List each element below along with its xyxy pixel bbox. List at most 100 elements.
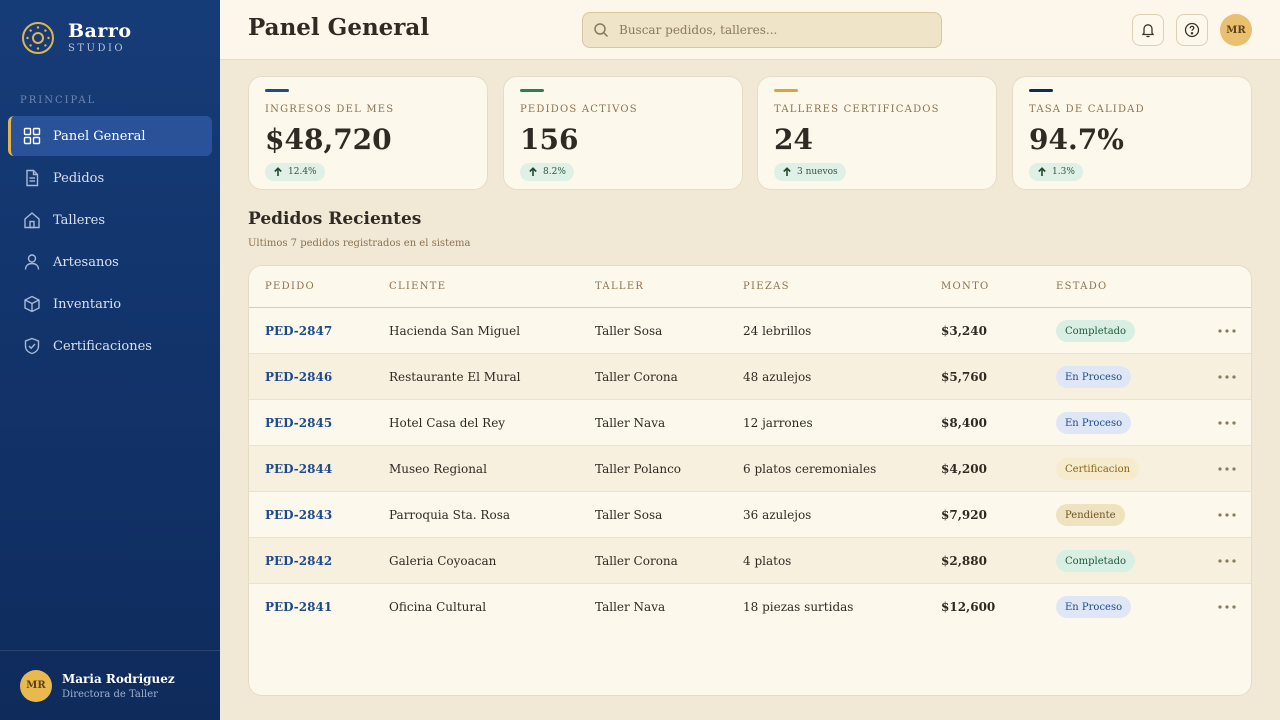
sidebar-item-certificaciones[interactable]: Certificaciones [8, 326, 212, 366]
amount-cell: $12,600 [941, 600, 996, 614]
sidebar-item-label: Pedidos [53, 170, 105, 186]
stat-change: 1.3% [1052, 167, 1075, 177]
avatar: MR [20, 669, 52, 702]
notifications-button[interactable] [1132, 14, 1164, 46]
sidebar-item-artesanos[interactable]: Artesanos [8, 242, 212, 282]
sidebar-nav: Panel General Pedidos Talleres Artesanos [8, 116, 212, 368]
table-row[interactable]: PED-2846 Restaurante El Mural Taller Cor… [249, 354, 1251, 400]
sidebar-item-panel-general[interactable]: Panel General [8, 116, 212, 156]
order-id-link[interactable]: PED-2843 [265, 508, 333, 522]
pieces-cell: 24 lebrillos [743, 324, 812, 338]
stat-accent-bar [1029, 89, 1053, 92]
workshop-cell: Taller Nava [595, 600, 666, 614]
order-id-link[interactable]: PED-2842 [265, 554, 333, 568]
column-header-cliente[interactable]: CLIENTE [389, 281, 447, 292]
status-badge: Completado [1056, 320, 1136, 342]
order-id-link[interactable]: PED-2844 [265, 462, 333, 476]
more-options-icon[interactable] [1217, 554, 1237, 568]
pieces-cell: 18 piezas surtidas [743, 600, 854, 614]
sidebar-item-talleres[interactable]: Talleres [8, 200, 212, 240]
top-header: Panel General MR [220, 0, 1280, 60]
client-cell: Museo Regional [389, 462, 487, 476]
nav-section-label: PRINCIPAL [20, 95, 97, 106]
amount-cell: $2,880 [941, 554, 987, 568]
more-options-icon[interactable] [1217, 600, 1237, 614]
status-badge: Pendiente [1056, 504, 1125, 526]
table-row[interactable]: PED-2847 Hacienda San Miguel Taller Sosa… [249, 308, 1251, 354]
pieces-cell: 12 jarrones [743, 416, 813, 430]
sidebar-item-label: Panel General [53, 128, 146, 144]
help-button[interactable] [1176, 14, 1208, 46]
workshop-cell: Taller Sosa [595, 324, 663, 338]
pieces-cell: 48 azulejos [743, 370, 812, 384]
brand[interactable]: Barro STUDIO [20, 20, 132, 56]
pieces-cell: 36 azulejos [743, 508, 812, 522]
more-options-icon[interactable] [1217, 508, 1237, 522]
table-row[interactable]: PED-2841 Oficina Cultural Taller Nava 18… [249, 584, 1251, 630]
stat-label: PEDIDOS ACTIVOS [520, 104, 638, 115]
search-icon [594, 23, 609, 38]
stat-value: 156 [520, 123, 579, 156]
more-options-icon[interactable] [1217, 324, 1237, 338]
client-cell: Restaurante El Mural [389, 370, 521, 384]
house-icon [24, 212, 40, 229]
stat-change-badge: 3 nuevos [774, 163, 846, 181]
sidebar-item-inventario[interactable]: Inventario [8, 284, 212, 324]
arrow-up-icon [1038, 167, 1046, 176]
sidebar-item-label: Certificaciones [53, 338, 152, 354]
table-header: PEDIDO CLIENTE TALLER PIEZAS MONTO ESTAD… [249, 266, 1251, 308]
search-box[interactable] [582, 12, 942, 48]
header-avatar[interactable]: MR [1220, 14, 1252, 46]
column-header-pedido[interactable]: PEDIDO [265, 281, 316, 292]
column-header-taller[interactable]: TALLER [595, 281, 645, 292]
grid-icon [23, 127, 41, 145]
sidebar: Barro STUDIO PRINCIPAL Panel General Ped… [0, 0, 220, 720]
stat-accent-bar [520, 89, 544, 92]
stat-card-ingresos: INGRESOS DEL MES $48,720 12.4% [248, 76, 488, 190]
table-row[interactable]: PED-2842 Galeria Coyoacan Taller Corona … [249, 538, 1251, 584]
amount-cell: $7,920 [941, 508, 987, 522]
workshop-cell: Taller Corona [595, 370, 678, 384]
page-title: Panel General [248, 14, 430, 41]
user-role: Directora de Taller [62, 688, 158, 700]
sidebar-item-pedidos[interactable]: Pedidos [8, 158, 212, 198]
order-id-link[interactable]: PED-2846 [265, 370, 333, 384]
order-id-link[interactable]: PED-2841 [265, 600, 333, 614]
section-title: Pedidos Recientes [248, 209, 422, 229]
search-input[interactable] [619, 23, 919, 37]
client-cell: Hacienda San Miguel [389, 324, 521, 338]
workshop-cell: Taller Polanco [595, 462, 682, 476]
column-header-estado[interactable]: ESTADO [1056, 281, 1108, 292]
column-header-piezas[interactable]: PIEZAS [743, 281, 790, 292]
brand-name: Barro [68, 20, 132, 42]
more-options-icon[interactable] [1217, 416, 1237, 430]
stat-value: 94.7% [1029, 123, 1124, 156]
more-options-icon[interactable] [1217, 462, 1237, 476]
status-badge: En Proceso [1056, 596, 1132, 618]
status-badge: Completado [1056, 550, 1136, 572]
stat-card-calidad: TASA DE CALIDAD 94.7% 1.3% [1012, 76, 1252, 190]
order-id-link[interactable]: PED-2847 [265, 324, 333, 338]
more-options-icon[interactable] [1217, 370, 1237, 384]
user-name: Maria Rodriguez [62, 671, 175, 686]
amount-cell: $5,760 [941, 370, 987, 384]
order-id-link[interactable]: PED-2845 [265, 416, 333, 430]
amount-cell: $8,400 [941, 416, 987, 430]
person-icon [24, 254, 40, 270]
document-icon [26, 169, 39, 187]
client-cell: Parroquia Sta. Rosa [389, 508, 511, 522]
table-row[interactable]: PED-2845 Hotel Casa del Rey Taller Nava … [249, 400, 1251, 446]
pieces-cell: 4 platos [743, 554, 792, 568]
stat-accent-bar [774, 89, 798, 92]
sidebar-item-label: Artesanos [53, 254, 119, 270]
stat-accent-bar [265, 89, 289, 92]
arrow-up-icon [783, 167, 791, 176]
shield-check-icon [24, 337, 40, 355]
column-header-monto[interactable]: MONTO [941, 281, 990, 292]
table-row[interactable]: PED-2843 Parroquia Sta. Rosa Taller Sosa… [249, 492, 1251, 538]
stat-label: INGRESOS DEL MES [265, 104, 395, 115]
brand-subtitle: STUDIO [68, 43, 126, 54]
user-profile[interactable]: MR Maria Rodriguez Directora de Taller [0, 650, 220, 720]
table-row[interactable]: PED-2844 Museo Regional Taller Polanco 6… [249, 446, 1251, 492]
stat-change: 3 nuevos [797, 167, 838, 177]
